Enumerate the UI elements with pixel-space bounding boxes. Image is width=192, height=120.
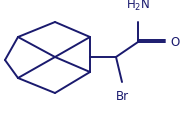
Text: O: O	[170, 36, 179, 48]
Text: Br: Br	[115, 90, 129, 103]
Text: H$_2$N: H$_2$N	[126, 0, 150, 13]
